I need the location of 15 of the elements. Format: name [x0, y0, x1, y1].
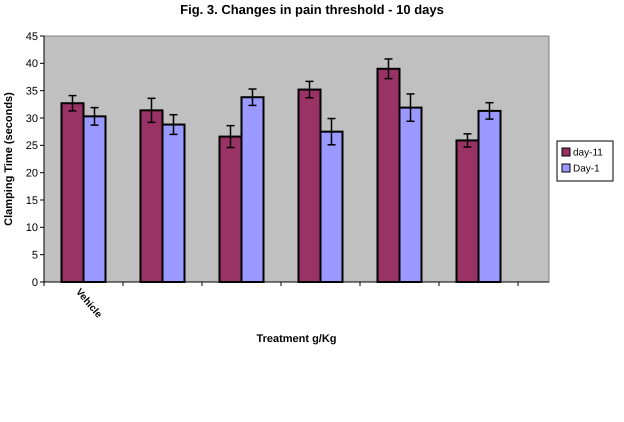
legend-label: day-11	[573, 148, 604, 158]
chart-title: Fig. 3. Changes in pain threshold - 10 days	[180, 2, 444, 17]
y-tick-label: 35	[26, 86, 38, 98]
y-tick-label: 45	[26, 30, 38, 43]
y-tick-label: 10	[26, 222, 38, 234]
y-tick-label: 25	[26, 140, 38, 152]
y-tick-label: 5	[32, 250, 38, 262]
legend-label: Day-1	[573, 164, 600, 174]
y-tick-label: 15	[26, 194, 38, 207]
x-axis-title: Treatment g/Kg	[256, 333, 337, 345]
y-tick-label: 30	[26, 112, 38, 125]
y-tick-label: 40	[26, 58, 38, 70]
y-tick-label: 0	[32, 276, 38, 289]
y-axis-title: Clamping Time (seconds)	[3, 92, 15, 226]
y-tick-label: 20	[26, 168, 38, 180]
